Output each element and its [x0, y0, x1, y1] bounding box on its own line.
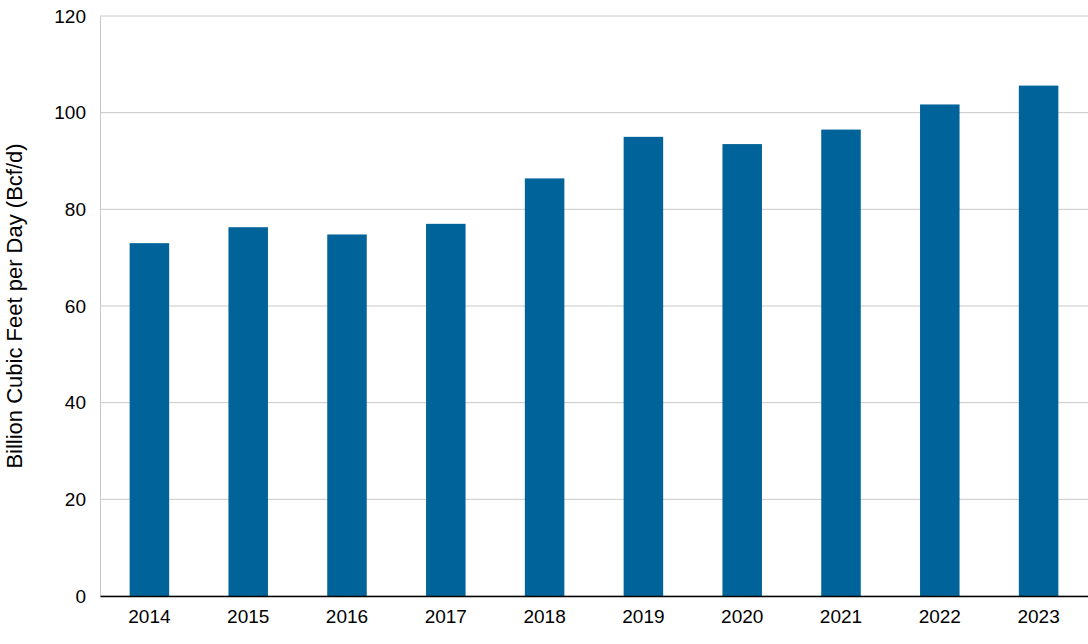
y-tick-label: 120	[54, 6, 86, 27]
x-tick-label: 2018	[523, 606, 565, 627]
x-tick-label: 2014	[128, 606, 171, 627]
y-axis-line	[100, 17, 101, 597]
plot: 0204060801001202014201520162017201820192…	[54, 6, 1088, 628]
y-tick-label: 0	[75, 586, 86, 607]
y-tick: 40	[65, 392, 100, 413]
x-tick: 2021	[820, 596, 862, 627]
y-tick-label: 80	[65, 199, 86, 220]
y-tick: 60	[65, 296, 100, 317]
bar	[1019, 86, 1059, 596]
y-tick: 20	[65, 489, 100, 510]
y-tick: 0	[75, 586, 100, 607]
y-tick: 120	[54, 6, 100, 27]
bar	[624, 137, 664, 596]
x-tick-label: 2016	[326, 606, 368, 627]
x-tick: 2022	[919, 596, 961, 627]
x-tick: 2020	[721, 596, 763, 627]
y-axis-title: Billion Cubic Feet per Day (Bcf/d)	[2, 143, 27, 468]
bar	[228, 227, 268, 596]
y-tick-label: 100	[54, 102, 86, 123]
x-tick: 2017	[425, 596, 467, 627]
bar	[327, 234, 367, 596]
x-tick: 2015	[227, 596, 269, 627]
x-tick: 2023	[1017, 596, 1059, 627]
x-tick-label: 2020	[721, 606, 763, 627]
x-tick-label: 2015	[227, 606, 269, 627]
bar	[920, 104, 960, 596]
bar	[130, 243, 170, 596]
grid	[100, 16, 1088, 596]
y-axis: 0 20 40 60 80 100 120	[54, 6, 100, 607]
y-tick: 80	[65, 199, 100, 220]
x-tick-label: 2022	[919, 606, 961, 627]
bars	[130, 86, 1059, 596]
bar	[821, 130, 861, 596]
y-tick: 100	[54, 102, 100, 123]
x-axis-line	[101, 596, 1088, 598]
chart: 0204060801001202014201520162017201820192…	[0, 0, 1088, 644]
x-tick-label: 2017	[425, 606, 467, 627]
bar	[722, 144, 762, 596]
y-tick-label: 20	[65, 489, 86, 510]
x-tick: 2014	[128, 596, 171, 627]
x-tick: 2019	[622, 596, 664, 627]
bar	[525, 178, 565, 596]
y-tick-label: 40	[65, 392, 86, 413]
x-tick-label: 2023	[1017, 606, 1059, 627]
x-tick-label: 2021	[820, 606, 862, 627]
x-tick: 2018	[523, 596, 565, 627]
x-tick-label: 2019	[622, 606, 664, 627]
grid-line	[100, 16, 1088, 17]
x-axis: 2014 2015 2016 2017 2018 2019 2020 2021 2022 2023	[101, 596, 1088, 627]
bar	[426, 224, 466, 596]
x-tick: 2016	[326, 596, 368, 627]
y-tick-label: 60	[65, 296, 86, 317]
